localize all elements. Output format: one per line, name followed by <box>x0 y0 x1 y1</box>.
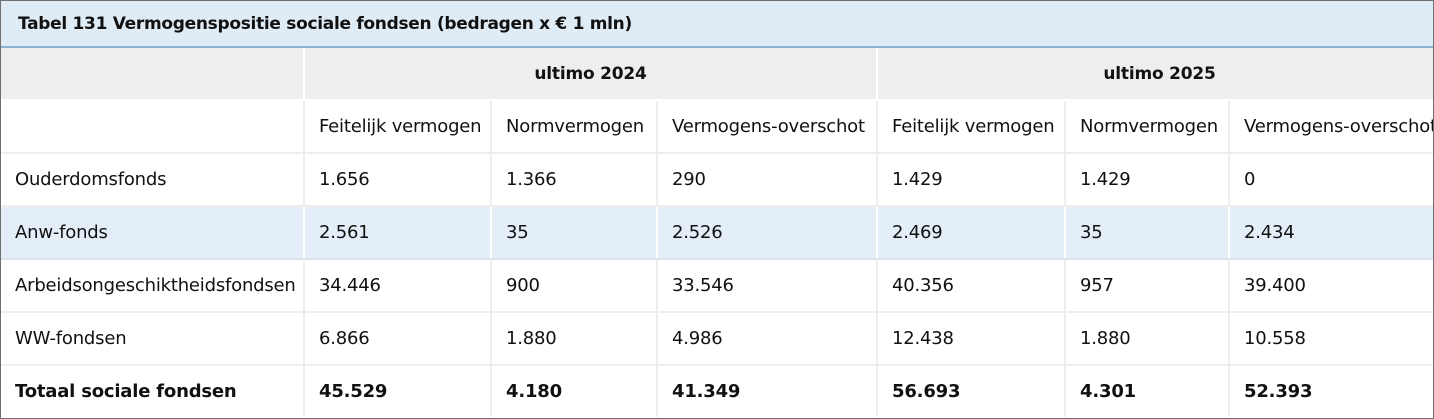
column-header: Feitelijk vermogen <box>303 100 491 154</box>
table-cell: 35 <box>490 206 657 260</box>
row-label: Arbeidsongeschiktheidsfondsen <box>1 259 304 313</box>
column-header: Normvermogen <box>490 100 657 154</box>
table-cell: 1.880 <box>490 312 657 366</box>
table-cell: 1.429 <box>876 153 1066 207</box>
table-cell: 900 <box>490 259 657 313</box>
table-cell: 34.446 <box>303 259 491 313</box>
header-empty-cell <box>1 100 304 154</box>
table-cell: 1.656 <box>303 153 491 207</box>
table-row: Arbeidsongeschiktheidsfondsen 34.446 900… <box>1 259 1433 313</box>
row-label: WW-fondsen <box>1 312 304 366</box>
table-row: Anw-fonds 2.561 35 2.526 2.469 35 2.434 <box>1 206 1433 260</box>
group-header-row: ultimo 2024 ultimo 2025 <box>1 48 1433 101</box>
header-empty-cell <box>1 48 304 101</box>
table-cell: 35 <box>1064 206 1230 260</box>
table-cell: 2.434 <box>1228 206 1433 260</box>
table-cell: 1.880 <box>1064 312 1230 366</box>
table-cell: 957 <box>1064 259 1230 313</box>
table-row: Ouderdomsfonds 1.656 1.366 290 1.429 1.4… <box>1 153 1433 207</box>
table-cell: 4.986 <box>655 312 878 366</box>
table-row: WW-fondsen 6.866 1.880 4.986 12.438 1.88… <box>1 312 1433 366</box>
table-cell: 2.526 <box>655 206 878 260</box>
table-cell: 1.429 <box>1064 153 1230 207</box>
table-cell: 0 <box>1228 153 1433 207</box>
table-cell: 6.866 <box>303 312 491 366</box>
data-table: ultimo 2024 ultimo 2025 Feitelijk vermog… <box>1 48 1433 417</box>
total-cell: 4.180 <box>490 365 657 417</box>
table-cell: 12.438 <box>876 312 1066 366</box>
total-row: Totaal sociale fondsen 45.529 4.180 41.3… <box>1 365 1433 417</box>
table-cell: 40.356 <box>876 259 1066 313</box>
row-label: Anw-fonds <box>1 206 304 260</box>
table-cell: 10.558 <box>1228 312 1433 366</box>
column-header: Feitelijk vermogen <box>876 100 1066 154</box>
total-cell: 56.693 <box>876 365 1066 417</box>
table-cell: 2.469 <box>876 206 1066 260</box>
table-caption: Tabel 131 Vermogenspositie sociale fonds… <box>1 1 1433 48</box>
table-cell: 33.546 <box>655 259 878 313</box>
table-cell: 290 <box>655 153 878 207</box>
row-label: Ouderdomsfonds <box>1 153 304 207</box>
column-header: Normvermogen <box>1064 100 1230 154</box>
total-label: Totaal sociale fondsen <box>15 381 237 402</box>
group-header-2025: ultimo 2025 <box>876 48 1433 101</box>
total-cell: 45.529 <box>303 365 491 417</box>
table-cell: 39.400 <box>1228 259 1433 313</box>
total-cell: 4.301 <box>1064 365 1230 417</box>
total-cell: 41.349 <box>655 365 878 417</box>
total-cell: 52.393 <box>1228 365 1433 417</box>
table-cell: 1.366 <box>490 153 657 207</box>
column-header: Vermogens-overschot <box>1228 100 1433 154</box>
column-header: Vermogens-overschot <box>655 100 878 154</box>
table-cell: 2.561 <box>303 206 491 260</box>
group-header-2024: ultimo 2024 <box>302 48 878 101</box>
column-header-row: Feitelijk vermogen Normvermogen Vermogen… <box>1 100 1433 154</box>
